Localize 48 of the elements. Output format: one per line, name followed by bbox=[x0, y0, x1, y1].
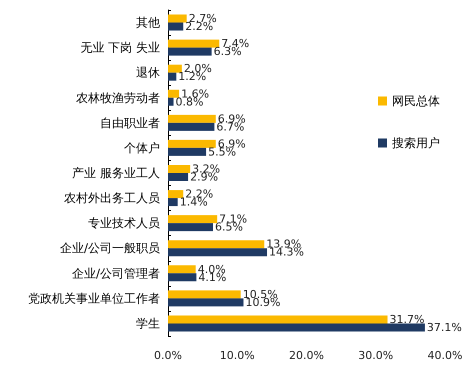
y-tick-label: 个体户 bbox=[124, 140, 160, 155]
bar bbox=[168, 64, 182, 73]
data-label: 31.7% bbox=[390, 312, 424, 326]
x-tick-label: 10.0% bbox=[220, 349, 255, 362]
bar bbox=[168, 215, 218, 224]
bar bbox=[168, 223, 214, 232]
bar bbox=[168, 22, 184, 31]
bar bbox=[168, 114, 216, 123]
bar bbox=[168, 140, 216, 148]
bar bbox=[168, 290, 241, 298]
y-tick-label: 党政机关事业单位工作者 bbox=[28, 291, 160, 306]
bar bbox=[168, 40, 220, 48]
data-label: 37.1% bbox=[426, 320, 462, 334]
bar bbox=[168, 173, 188, 181]
bar bbox=[168, 98, 174, 106]
y-tick-label: 退休 bbox=[136, 66, 160, 80]
y-tick-label: 专业技术人员 bbox=[88, 216, 160, 230]
bar bbox=[168, 273, 196, 282]
bar bbox=[168, 48, 212, 56]
y-tick-label: 产业 服务业工人 bbox=[72, 166, 160, 180]
y-tick-label: 农林牧渔劳动者 bbox=[76, 90, 160, 105]
bar bbox=[168, 198, 178, 206]
x-tick-label: 0.0% bbox=[154, 349, 182, 362]
bar bbox=[168, 165, 190, 173]
bar bbox=[168, 240, 264, 248]
y-tick-label: 无业 下岗 失业 bbox=[80, 40, 160, 55]
y-tick-label: 自由职业者 bbox=[100, 116, 160, 130]
legend-label: 网民总体 bbox=[392, 94, 440, 108]
y-tick-label: 企业/公司管理者 bbox=[72, 266, 160, 280]
y-tick-label: 企业/公司一般职员 bbox=[60, 241, 160, 256]
bar bbox=[168, 190, 184, 198]
x-tick-label: 40.0% bbox=[428, 349, 462, 362]
y-tick-label: 农村外出务工人员 bbox=[64, 191, 160, 206]
bar bbox=[168, 148, 206, 156]
bar bbox=[168, 14, 187, 23]
bar bbox=[168, 315, 388, 324]
bar bbox=[168, 122, 214, 131]
bar bbox=[168, 90, 180, 98]
bar bbox=[168, 265, 196, 274]
legend-label: 搜索用户 bbox=[392, 136, 440, 150]
bar bbox=[168, 323, 425, 332]
y-tick-label: 学生 bbox=[136, 316, 160, 330]
x-tick-label: 20.0% bbox=[289, 349, 324, 362]
x-tick-label: 30.0% bbox=[358, 349, 394, 362]
bar bbox=[168, 72, 176, 81]
bar bbox=[168, 248, 268, 256]
y-tick-label: 其他 bbox=[136, 16, 160, 30]
bar bbox=[168, 298, 244, 306]
